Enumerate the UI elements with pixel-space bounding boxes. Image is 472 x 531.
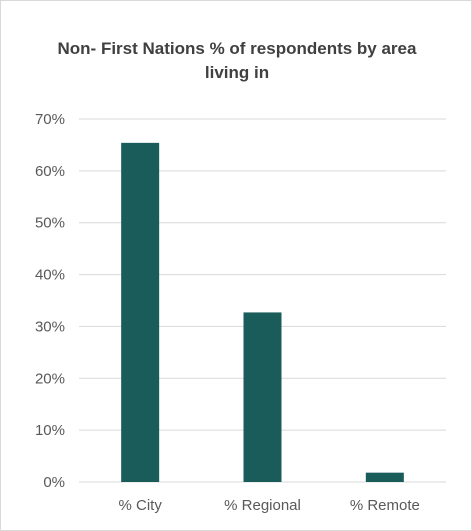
y-tick-label: 10%: [35, 422, 65, 439]
bar: [121, 142, 160, 482]
x-tick-label: % Remote: [350, 497, 420, 514]
bar: [365, 472, 404, 482]
y-tick-label: 0%: [43, 474, 65, 491]
chart-title: Non- First Nations % of respondents by a…: [57, 39, 417, 82]
bar: [243, 312, 282, 482]
x-tick-label: % Regional: [224, 497, 301, 514]
y-tick-label: 60%: [35, 163, 65, 180]
y-tick-label: 20%: [35, 370, 65, 387]
y-tick-label: 30%: [35, 318, 65, 335]
x-tick-label: % City: [118, 497, 162, 514]
y-tick-label: 40%: [35, 267, 65, 284]
y-tick-label: 70%: [35, 111, 65, 128]
y-tick-label: 50%: [35, 215, 65, 232]
